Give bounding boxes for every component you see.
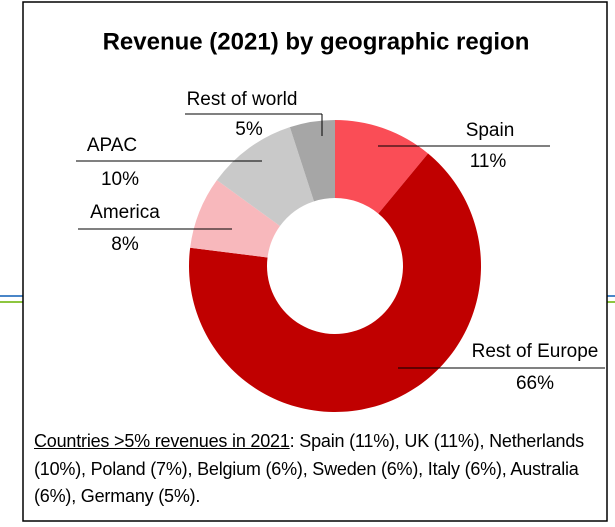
- segment-label: America: [90, 202, 160, 223]
- footnote-text: : Spain (11%), UK (11%), Netherlands (10…: [34, 431, 584, 506]
- segment-label: Rest of world: [187, 89, 298, 110]
- donut-segment: [216, 127, 314, 227]
- segment-value-label: 66%: [516, 373, 554, 394]
- segment-label: Spain: [466, 120, 515, 141]
- segment-label: APAC: [87, 135, 137, 156]
- chart-title: Revenue (2021) by geographic region: [103, 28, 530, 55]
- segment-value-label: 11%: [470, 151, 507, 172]
- donut-segment: [189, 153, 481, 412]
- footnote-label: Countries >5% revenues in 2021: [34, 431, 290, 451]
- donut-segment: [190, 180, 280, 258]
- segment-value-label: 5%: [235, 119, 263, 140]
- segment-value-label: 8%: [111, 234, 139, 255]
- frame: [22, 1, 608, 522]
- segment-value-label: 10%: [101, 169, 139, 190]
- footnote: Countries >5% revenues in 2021: Spain (1…: [34, 428, 599, 511]
- donut-segment: [289, 120, 335, 202]
- segment-label: Rest of Europe: [472, 341, 599, 362]
- donut-segment: [335, 120, 429, 214]
